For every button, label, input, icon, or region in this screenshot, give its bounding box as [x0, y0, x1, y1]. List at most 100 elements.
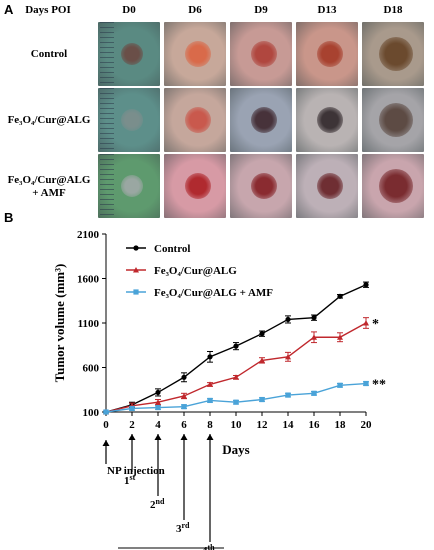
data-point — [311, 315, 317, 321]
data-point — [155, 404, 161, 411]
data-point — [285, 316, 291, 323]
data-point — [285, 353, 291, 360]
legend-label: Control — [154, 243, 190, 255]
data-point — [363, 320, 369, 326]
data-point — [311, 390, 317, 396]
event-arrowhead — [128, 434, 136, 440]
x-tick-label: 14 — [283, 419, 295, 431]
wound-photo — [362, 22, 424, 86]
np-injection-label: NP injection — [107, 465, 165, 477]
x-axis-label: Days — [222, 442, 249, 457]
amf-order-label: 2nd — [150, 497, 165, 511]
data-point — [103, 409, 109, 415]
data-point — [155, 399, 161, 405]
header-d6: D6 — [188, 4, 202, 16]
wound-photo — [230, 88, 292, 152]
ruler-marks — [100, 154, 114, 218]
y-tick-label: 1100 — [78, 318, 100, 330]
data-point — [207, 381, 213, 387]
wound-photo — [362, 154, 424, 218]
data-point — [207, 354, 213, 360]
data-point — [181, 404, 187, 410]
data-point — [181, 392, 187, 399]
amf-order-number: 1 — [124, 475, 130, 487]
x-tick-label: 18 — [335, 419, 347, 431]
header-d18: D18 — [383, 4, 403, 16]
wound-photo — [98, 88, 160, 152]
data-point — [259, 357, 265, 363]
x-tick-label: 4 — [155, 419, 161, 431]
wound — [251, 107, 277, 133]
y-axis-label: Tumor volume (mm³) — [52, 264, 67, 383]
amf-order-number: 2 — [150, 499, 156, 511]
row-label-line: Fe₃O₄/Cur@ALG — [7, 174, 91, 186]
data-point — [207, 397, 213, 404]
data-point — [233, 399, 239, 405]
wound — [379, 103, 413, 137]
header-d13: D13 — [317, 4, 337, 16]
header-d9: D9 — [254, 4, 268, 16]
wound-photo — [164, 154, 226, 218]
data-point — [337, 334, 343, 340]
significance-star: ** — [372, 378, 386, 393]
wound-photo — [164, 88, 226, 152]
legend-label: Fe₃O₄/Cur@ALG — [154, 265, 237, 277]
x-tick-label: 8 — [207, 419, 213, 431]
amf-order-suffix: th — [208, 543, 216, 550]
wound — [317, 173, 343, 199]
x-tick-label: 20 — [361, 419, 373, 431]
data-point — [337, 293, 343, 299]
wound — [121, 109, 143, 131]
amf-order-label: 4th — [202, 543, 215, 550]
wound — [185, 173, 211, 199]
event-arrowhead — [154, 434, 162, 440]
event-arrowhead — [206, 434, 214, 440]
data-point — [155, 389, 161, 396]
data-point — [181, 374, 187, 380]
data-point — [363, 380, 369, 387]
wound — [185, 41, 211, 67]
ruler-marks — [100, 22, 114, 86]
legend-marker — [133, 245, 139, 251]
x-tick-label: 2 — [129, 419, 135, 431]
legend-label: Fe₃O₄/Cur@ALG + AMF — [154, 287, 273, 299]
significance-star: * — [372, 317, 379, 332]
data-point — [311, 334, 317, 340]
wound — [379, 169, 413, 203]
wound-photo — [296, 22, 358, 86]
y-tick-label: 2100 — [77, 229, 100, 241]
data-point — [259, 331, 265, 337]
data-point — [285, 392, 291, 398]
amf-order-number: 3 — [176, 523, 182, 535]
y-tick-label: 600 — [83, 363, 100, 375]
wound-photo — [230, 22, 292, 86]
event-arrowhead — [180, 434, 188, 440]
row-label-0: Control — [6, 48, 92, 61]
wound — [185, 107, 211, 133]
data-point — [337, 382, 343, 388]
x-tick-label: 12 — [257, 419, 269, 431]
wound-photo — [164, 22, 226, 86]
row-label-line: + AMF — [32, 187, 66, 199]
amf-order-label: 1st — [124, 473, 136, 487]
amf-order-suffix: nd — [156, 497, 165, 506]
header-days-poi: Days POI — [25, 4, 71, 16]
row-label-line: Fe₃O₄/Cur@ALG — [7, 114, 91, 126]
y-tick-label: 1600 — [77, 274, 100, 286]
x-tick-label: 0 — [103, 419, 109, 431]
series-line — [105, 382, 367, 413]
wound-photo — [362, 88, 424, 152]
row-label-1: Fe₃O₄/Cur@ALG — [6, 114, 92, 127]
row-label-line: Control — [30, 48, 68, 60]
y-tick-label: 100 — [83, 407, 100, 419]
x-tick-label: 10 — [231, 419, 243, 431]
wound — [121, 43, 143, 65]
x-tick-label: 6 — [181, 419, 187, 431]
legend-marker — [133, 289, 139, 295]
wound — [121, 175, 143, 197]
panel-b-label: B — [4, 210, 14, 225]
amf-order-suffix: st — [130, 473, 136, 482]
x-tick-label: 16 — [309, 419, 321, 431]
wound-photo — [98, 22, 160, 86]
wound-photo — [296, 154, 358, 218]
